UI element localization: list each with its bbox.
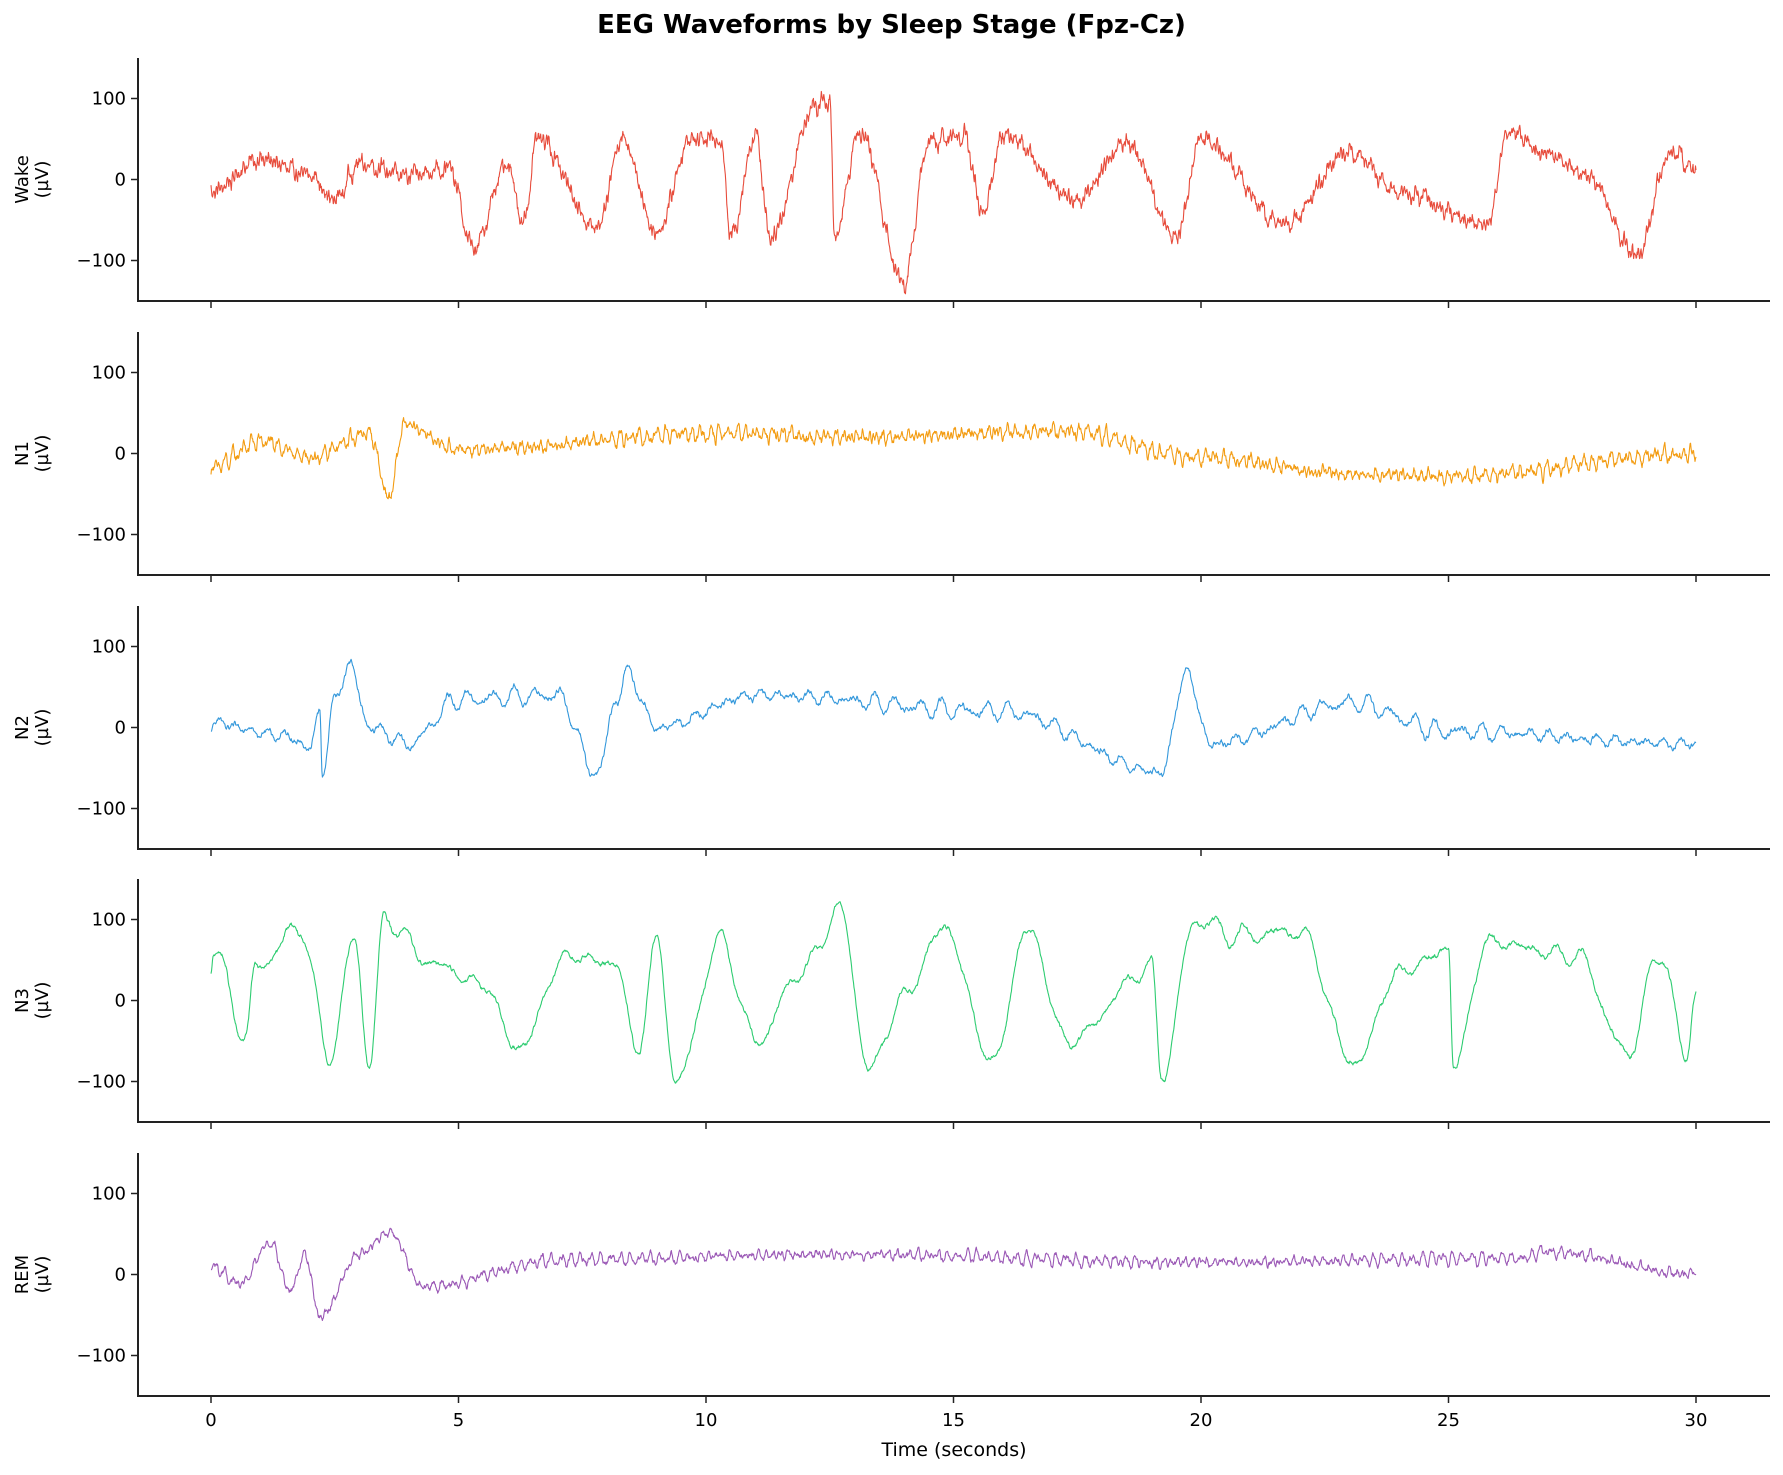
x-tick-label: 10 (695, 1410, 718, 1431)
subplot-rem: −100 0 100 0 5 10 15 20 25 30 REM(µV) (12, 1153, 1770, 1431)
waveform-rem (210, 1227, 1697, 1321)
y-tick-label: 100 (92, 910, 126, 931)
y-tick-label: −100 (77, 1346, 126, 1367)
y-axis-label: Wake(µV) (12, 155, 53, 204)
subplot-n1: −100 0 100 N1(µV) (12, 332, 1770, 582)
waveform-n2 (210, 658, 1697, 778)
x-axis-label: Time (seconds) (881, 1439, 1027, 1461)
subplot-n3: −100 0 100 N3(µV) (12, 879, 1770, 1129)
y-tick-label: 100 (92, 363, 126, 384)
waveform-n1 (210, 417, 1697, 500)
y-tick-label: −100 (77, 1072, 126, 1093)
x-tick-label: 25 (1437, 1410, 1460, 1431)
waveform-wake (210, 90, 1697, 295)
y-axis-label: REM(µV) (12, 1255, 53, 1294)
y-tick-label: 0 (115, 718, 126, 739)
y-axis-label: N2(µV) (12, 709, 53, 747)
y-tick-label: −100 (77, 799, 126, 820)
y-tick-label: 0 (115, 1265, 126, 1286)
y-axis-label: N1(µV) (12, 435, 53, 473)
x-tick-label: 30 (1685, 1410, 1708, 1431)
y-tick-label: 100 (92, 89, 126, 110)
y-tick-label: −100 (77, 525, 126, 546)
y-tick-label: −100 (77, 251, 126, 272)
x-tick-label: 20 (1190, 1410, 1213, 1431)
y-axis-label: N3(µV) (12, 982, 53, 1020)
y-tick-label: 100 (92, 1184, 126, 1205)
waveform-n3 (210, 901, 1697, 1084)
chart-title: EEG Waveforms by Sleep Stage (Fpz-Cz) (597, 10, 1186, 40)
subplot-wake: −100 0 100 Wake(µV) (12, 58, 1770, 308)
x-tick-label: 0 (205, 1410, 216, 1431)
x-tick-label: 15 (942, 1410, 965, 1431)
y-tick-label: 0 (115, 170, 126, 191)
x-tick-label: 5 (453, 1410, 464, 1431)
y-tick-label: 0 (115, 444, 126, 465)
subplot-n2: −100 0 100 N2(µV) (12, 606, 1770, 856)
y-tick-label: 0 (115, 991, 126, 1012)
y-tick-label: 100 (92, 637, 126, 658)
